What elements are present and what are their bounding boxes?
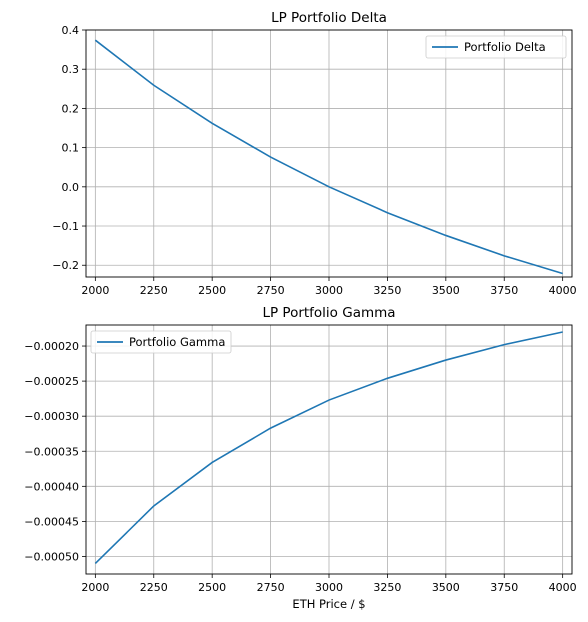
legend-label-portfolio-gamma: Portfolio Gamma <box>129 335 225 349</box>
x-tick-label: 2000 <box>81 284 109 297</box>
x-tick-label: 3750 <box>490 284 518 297</box>
x-axis-label: ETH Price / $ <box>292 597 365 611</box>
legend: Portfolio Delta <box>425 35 567 59</box>
x-tick-label: 2500 <box>198 284 226 297</box>
chart-title: LP Portfolio Delta <box>271 10 387 26</box>
y-tick-label: 0.1 <box>62 142 80 155</box>
legend-box <box>425 35 567 59</box>
series-layer <box>94 39 563 275</box>
x-tick-label: 4000 <box>549 284 577 297</box>
x-tick-label: 3000 <box>315 581 343 594</box>
delta-chart: LP Portfolio Delta 2000 2250 2500 2750 3000 3… <box>52 10 576 297</box>
grid <box>86 29 572 277</box>
x-tick-label: 3500 <box>432 581 460 594</box>
y-tick-label: −0.00030 <box>24 410 79 423</box>
x-tick-label: 3000 <box>315 284 343 297</box>
x-tick-label: 2750 <box>257 284 285 297</box>
y-tick-label: −0.2 <box>52 259 79 272</box>
legend: Portfolio Gamma <box>90 330 232 354</box>
gamma-chart: LP Portfolio Gamma 2000 2250 2500 2750 3000 3… <box>24 305 576 611</box>
grid <box>86 325 572 574</box>
x-tick-label: 4000 <box>549 581 577 594</box>
chart-title: LP Portfolio Gamma <box>262 305 395 321</box>
y-tick-label: −0.00035 <box>24 445 79 458</box>
legend-label-portfolio-delta: Portfolio Delta <box>464 40 546 54</box>
axis-ticks: 2000 2250 2500 2750 3000 3250 3500 3750 4000 0.4 0… <box>52 24 576 297</box>
y-tick-label: −0.1 <box>52 220 79 233</box>
series-layer <box>94 331 563 565</box>
y-tick-label: −0.00020 <box>24 340 79 353</box>
y-tick-label: 0.3 <box>62 63 80 76</box>
x-tick-label: 3250 <box>373 284 401 297</box>
series-line-portfolio-gamma <box>94 331 563 565</box>
y-tick-label: 0.0 <box>62 181 80 194</box>
x-tick-label: 2500 <box>198 581 226 594</box>
y-tick-label: −0.00050 <box>24 550 79 563</box>
x-tick-label: 2000 <box>81 581 109 594</box>
y-tick-label: −0.00025 <box>24 375 79 388</box>
y-tick-label: −0.00045 <box>24 515 79 528</box>
x-tick-label: 3250 <box>373 581 401 594</box>
y-tick-label: −0.00040 <box>24 480 79 493</box>
y-tick-label: 0.4 <box>62 24 80 37</box>
series-line-portfolio-delta <box>94 39 563 275</box>
x-tick-label: 2250 <box>140 284 168 297</box>
axis-ticks: 2000 2250 2500 2750 3000 3250 3500 3750 4000 −0.0… <box>24 340 576 594</box>
legend-box <box>90 330 232 354</box>
x-tick-label: 2250 <box>140 581 168 594</box>
y-tick-label: 0.2 <box>62 102 80 115</box>
x-tick-label: 3750 <box>490 581 518 594</box>
x-tick-label: 3500 <box>432 284 460 297</box>
x-tick-label: 2750 <box>257 581 285 594</box>
